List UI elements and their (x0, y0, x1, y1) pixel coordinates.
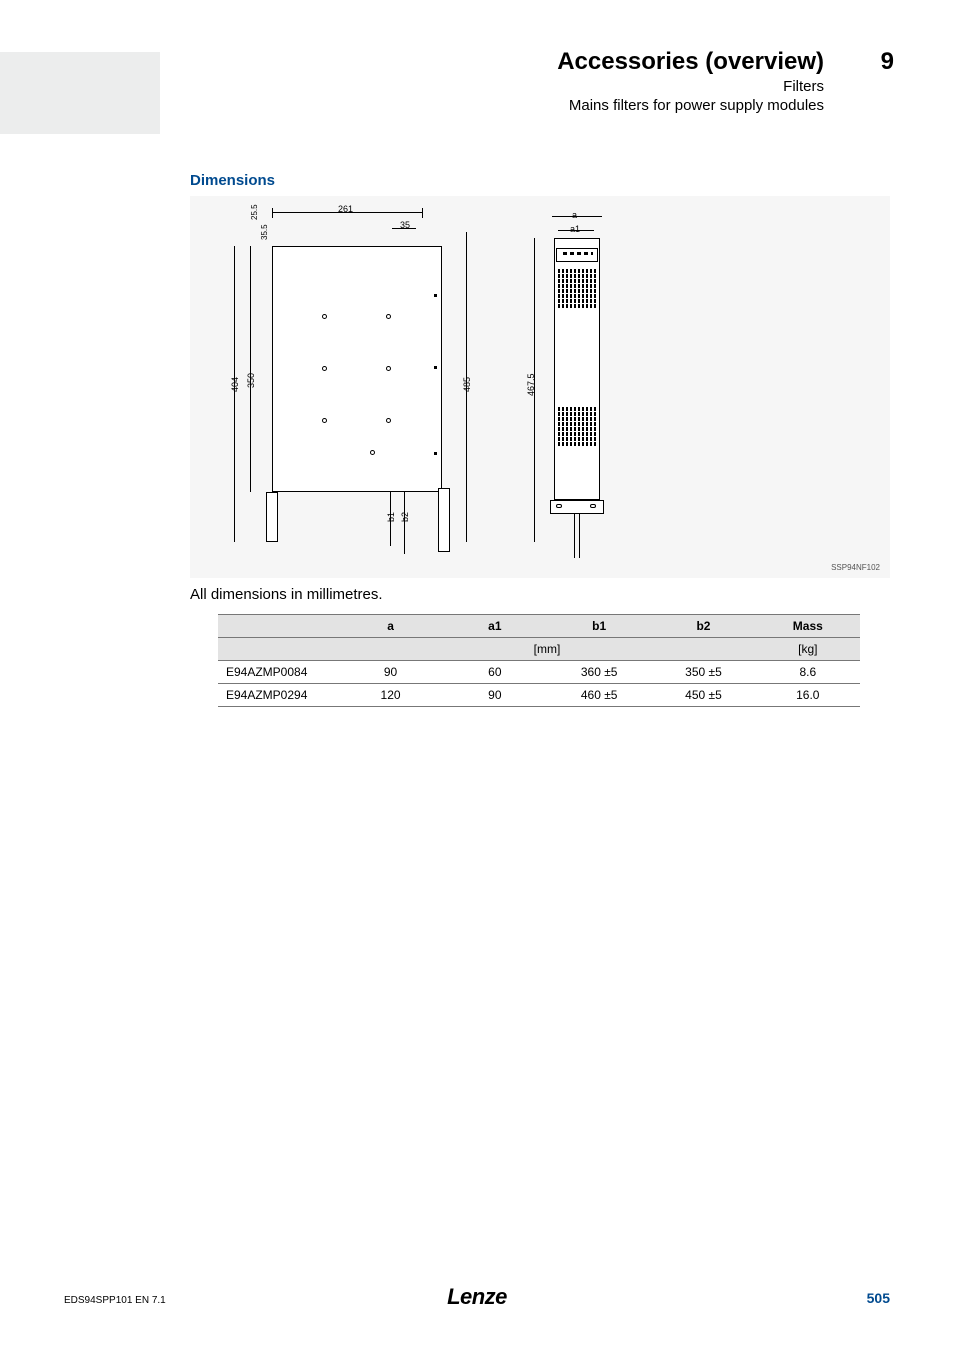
col-header-blank (218, 615, 338, 638)
device-body (272, 246, 442, 492)
table-row: E94AZMP0084 90 60 360 ±5 350 ±5 8.6 (218, 661, 860, 684)
cell-mass: 16.0 (756, 684, 860, 707)
dim-label-a1: a1 (570, 224, 580, 234)
col-header-a1: a1 (443, 615, 547, 638)
mount-hole (370, 450, 375, 455)
mount-hole (322, 366, 327, 371)
dim-label-35-5: 35.5 (260, 224, 269, 240)
cell-b1: 360 ±5 (547, 661, 651, 684)
dimensions-diagram: 261 35 25.5 35.5 404 350 485 b1 (190, 196, 890, 578)
dim-line-b2 (404, 492, 405, 554)
col-header-b1: b1 (547, 615, 651, 638)
drawing-side: a a1 467.5 (520, 206, 640, 566)
footer-doc-id: EDS94SPP101 EN 7.1 (64, 1295, 166, 1306)
cell-a1: 60 (443, 661, 547, 684)
unit-kg: [kg] (756, 638, 860, 661)
table-unit-row: [mm] [kg] (218, 638, 860, 661)
table-row: E94AZMP0294 120 90 460 ±5 450 ±5 16.0 (218, 684, 860, 707)
header-title: Accessories (overview) (557, 48, 824, 76)
dim-label-25-5: 25.5 (250, 204, 259, 220)
mount-slot (556, 504, 562, 508)
mount-hole (322, 418, 327, 423)
col-header-b2: b2 (651, 615, 755, 638)
drawing-front: 261 35 25.5 35.5 404 350 485 b1 (210, 206, 470, 566)
unit-blank (218, 638, 338, 661)
diagram-ref-code: SSP94NF102 (831, 563, 880, 572)
cell-b1: 460 ±5 (547, 684, 651, 707)
dim-label-b1: b1 (386, 512, 396, 522)
vent-grille (556, 268, 598, 314)
dim-label-350: 350 (246, 373, 256, 388)
dim-label-485: 485 (462, 377, 472, 392)
footer-page-number: 505 (867, 1290, 890, 1306)
chapter-number: 9 (881, 48, 894, 76)
table-header-row: a a1 b1 b2 Mass (218, 615, 860, 638)
col-header-mass: Mass (756, 615, 860, 638)
cell-mass: 8.6 (756, 661, 860, 684)
footer-logo: Lenze (447, 1284, 507, 1310)
header-block: Accessories (overview) Filters Mains fil… (557, 48, 824, 114)
cell-a: 120 (338, 684, 442, 707)
mount-foot-right (438, 488, 450, 552)
cell-b2: 450 ±5 (651, 684, 755, 707)
header-band (0, 52, 160, 134)
section-title: Dimensions (190, 172, 275, 189)
dim-label-35: 35 (400, 220, 410, 230)
cell-a1: 90 (443, 684, 547, 707)
dim-tick (422, 208, 423, 218)
marker (434, 366, 437, 369)
diagram-caption: All dimensions in millimetres. (190, 586, 383, 603)
mount-hole (322, 314, 327, 319)
mount-hole (386, 314, 391, 319)
dimensions-table: a a1 b1 b2 Mass [mm] [kg] E94AZMP0084 90… (218, 614, 860, 707)
marker (434, 294, 437, 297)
vent-grille (556, 406, 598, 452)
header-sub2: Mains filters for power supply modules (557, 97, 824, 114)
dim-label-404: 404 (230, 377, 240, 392)
mount-hole (386, 418, 391, 423)
mount-slot (590, 504, 596, 508)
header-sub1: Filters (557, 78, 824, 95)
mount-foot-left (266, 492, 278, 542)
dim-line-350 (250, 246, 251, 492)
dim-tick (272, 208, 273, 218)
dim-line-404 (234, 246, 235, 542)
dim-label-261: 261 (338, 204, 353, 214)
cell-b2: 350 ±5 (651, 661, 755, 684)
unit-mm: [mm] (338, 638, 755, 661)
mount-hole (386, 366, 391, 371)
cell-part: E94AZMP0084 (218, 661, 338, 684)
cell-a: 90 (338, 661, 442, 684)
cell-part: E94AZMP0294 (218, 684, 338, 707)
dim-label-467-5: 467.5 (526, 373, 536, 396)
cable-tail (574, 514, 580, 558)
dim-label-b2: b2 (400, 512, 410, 522)
dim-label-a: a (572, 210, 577, 220)
col-header-a: a (338, 615, 442, 638)
marker (434, 452, 437, 455)
terminal-slots (556, 248, 598, 262)
